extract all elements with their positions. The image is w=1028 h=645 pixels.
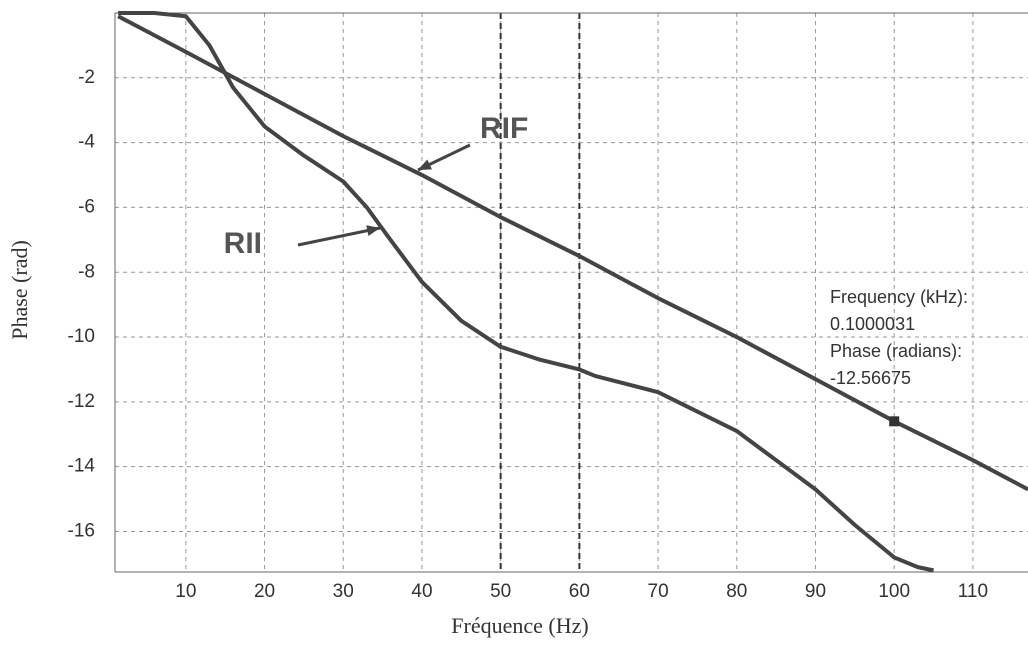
x-tick-label: 30 xyxy=(333,581,354,602)
x-tick-label: 110 xyxy=(958,581,988,602)
series-line xyxy=(118,11,934,573)
annotation-arrow xyxy=(297,226,381,247)
y-axis-label: Phase (rad) xyxy=(7,240,32,340)
y-tick-label: -4 xyxy=(78,132,95,153)
x-tick-label: 90 xyxy=(805,581,826,602)
arrow-head xyxy=(418,159,432,170)
y-tick-label: -6 xyxy=(78,196,95,217)
datatip-text: -12.56675 xyxy=(830,368,911,388)
series-annotation: RII xyxy=(224,227,262,260)
datatip-text: 0.1000031 xyxy=(830,314,915,334)
series-annotation: RIF xyxy=(480,112,528,145)
datatip-text: Frequency (kHz): xyxy=(830,287,968,307)
x-tick-label: 60 xyxy=(569,581,590,602)
datatip-text: Phase (radians): xyxy=(830,341,962,361)
arrow-head xyxy=(366,225,380,236)
y-tick-label: -14 xyxy=(68,456,96,477)
y-tick-label: -16 xyxy=(68,521,95,542)
y-tick-label: -8 xyxy=(78,261,95,282)
x-tick-label: 100 xyxy=(878,581,910,602)
x-axis-label: Fréquence (Hz) xyxy=(451,613,588,638)
x-tick-label: 70 xyxy=(648,581,669,602)
datatip-marker xyxy=(889,416,900,427)
x-tick-label: 50 xyxy=(490,581,511,602)
y-tick-label: -10 xyxy=(68,326,95,347)
plot-frame xyxy=(114,12,1028,573)
x-tick-label: 10 xyxy=(175,581,196,602)
x-tick-label: 80 xyxy=(726,581,747,602)
x-tick-label: 20 xyxy=(254,581,275,602)
y-tick-label: -12 xyxy=(68,391,95,412)
y-tick-label: -2 xyxy=(78,67,95,88)
x-tick-label: 40 xyxy=(411,581,432,602)
